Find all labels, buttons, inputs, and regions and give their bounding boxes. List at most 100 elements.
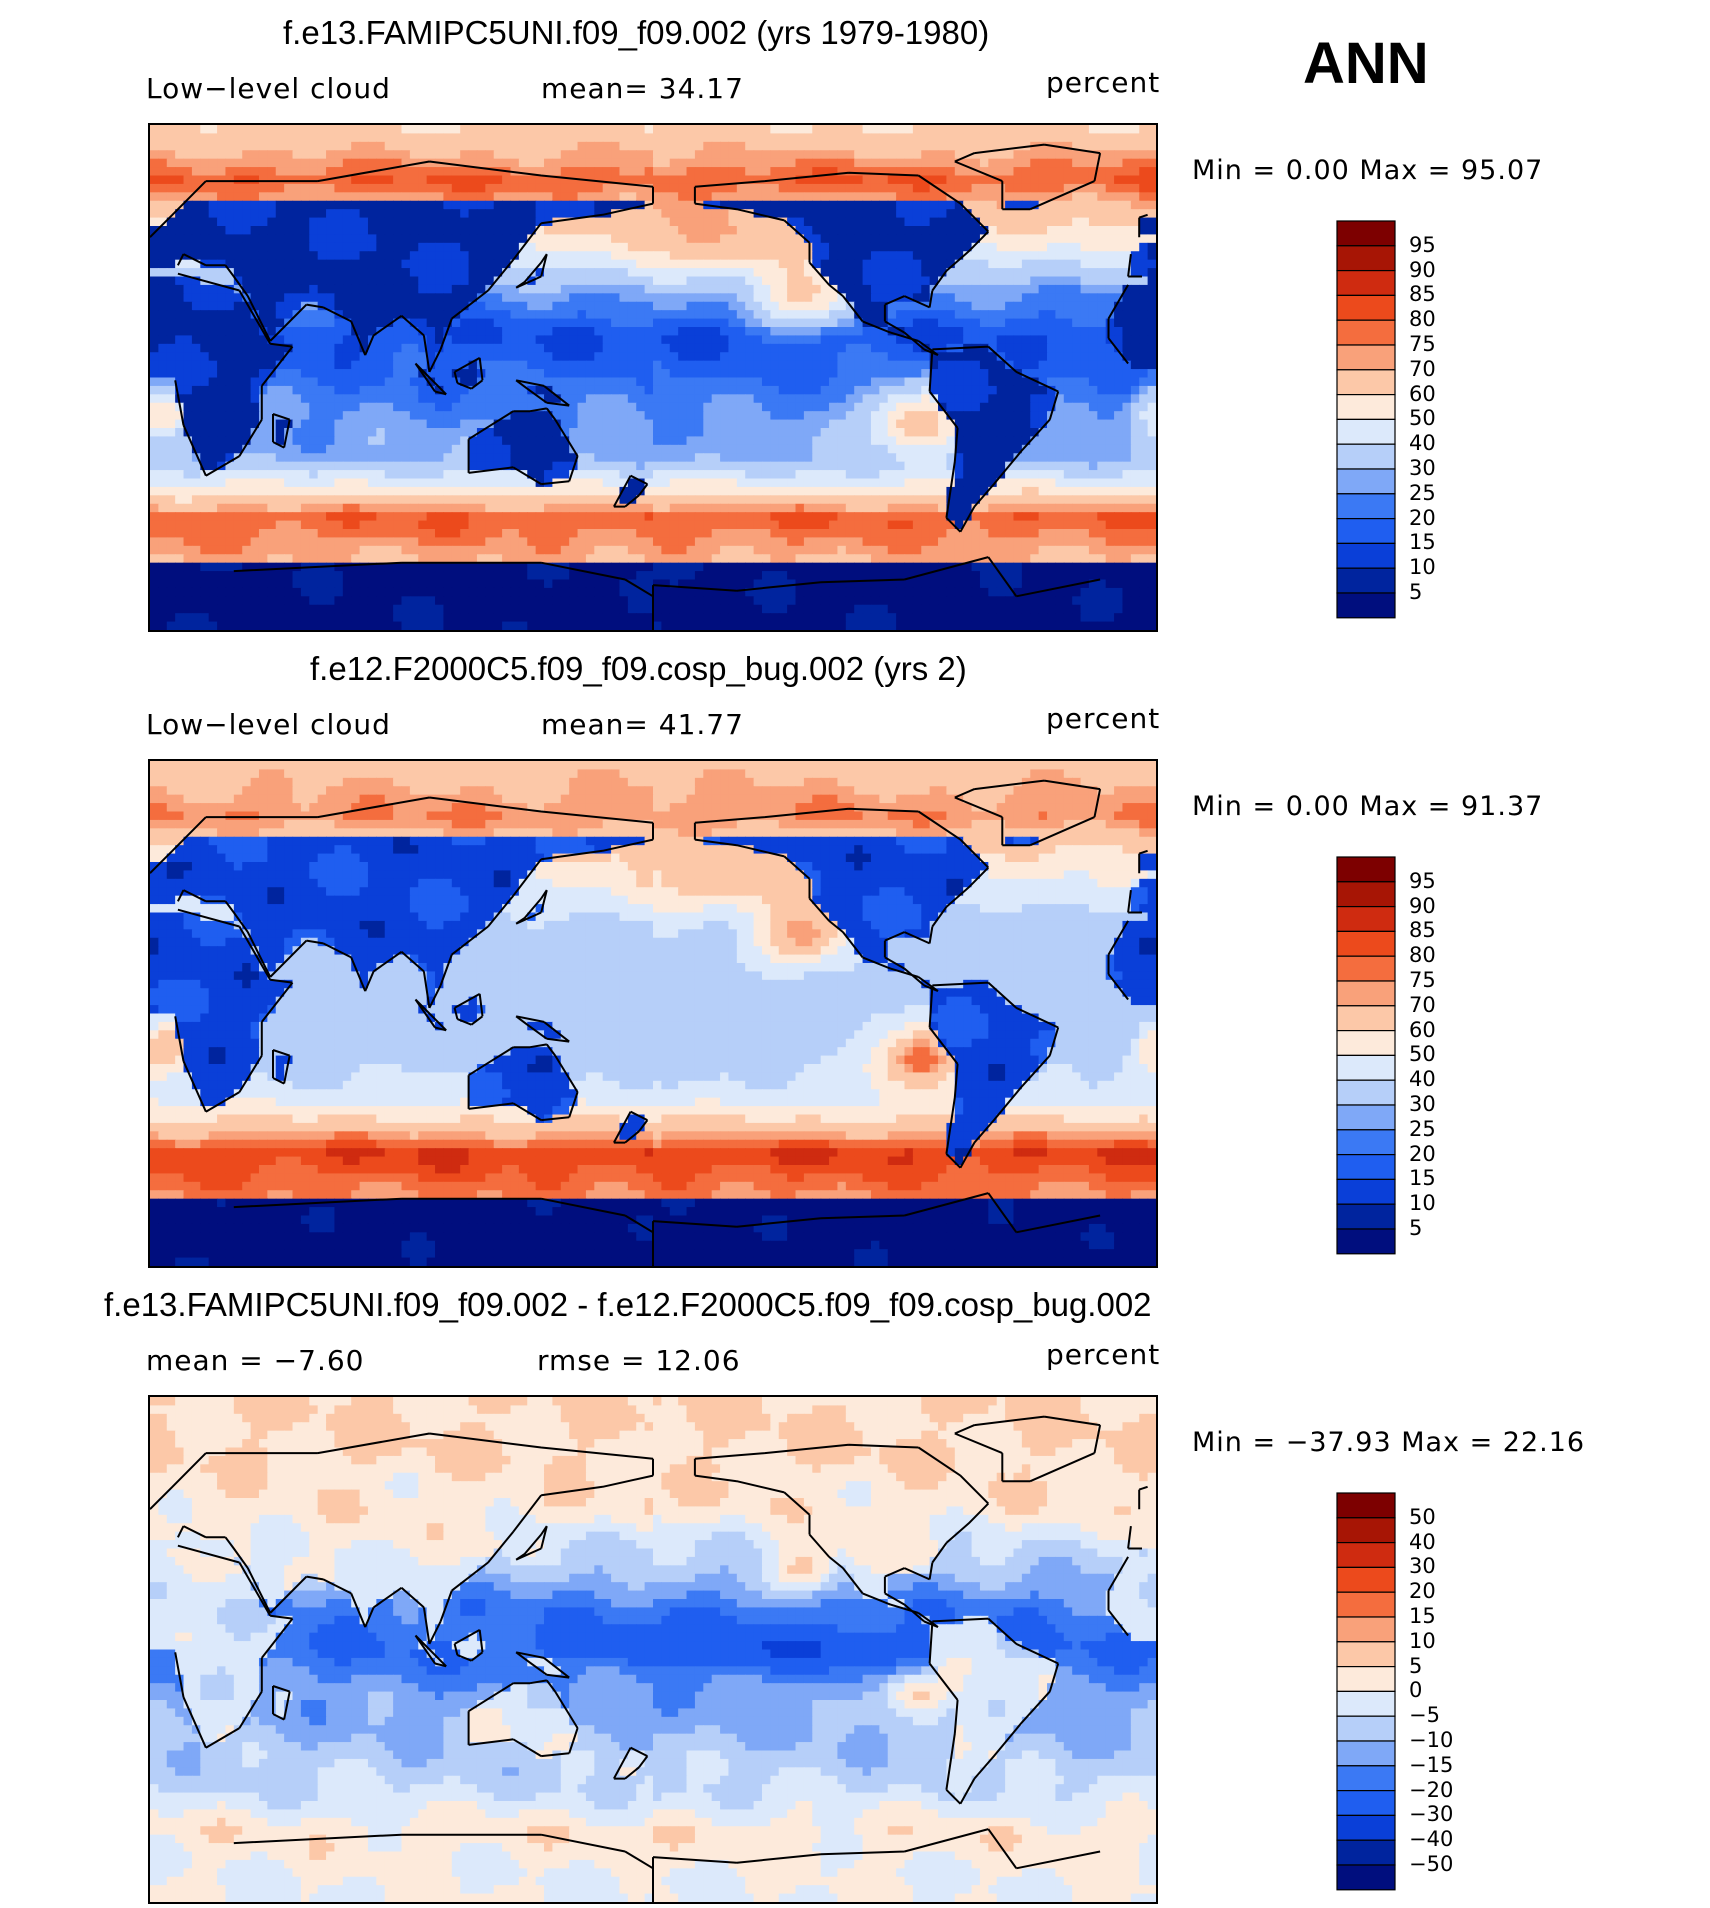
- map-cell: [938, 385, 948, 395]
- map-cell: [602, 183, 612, 193]
- map-cell: [208, 335, 218, 345]
- map-cell: [585, 276, 595, 286]
- map-cell: [250, 141, 260, 151]
- map-cell: [879, 141, 889, 151]
- map-cell: [309, 470, 319, 480]
- map-cell: [267, 428, 277, 438]
- map-cell: [242, 327, 252, 337]
- map-cell: [351, 293, 361, 303]
- map-cell: [401, 419, 411, 429]
- map-cell: [1030, 133, 1040, 143]
- map-cell: [829, 268, 839, 278]
- map-cell: [418, 209, 428, 219]
- map-cell: [300, 327, 310, 337]
- map-cell: [1005, 444, 1015, 454]
- map-cell: [870, 226, 880, 236]
- map-cell: [200, 175, 210, 185]
- map-cell: [711, 470, 721, 480]
- map-cell: [351, 141, 361, 151]
- map-cell: [661, 125, 671, 135]
- map-cell: [787, 369, 797, 379]
- map-cell: [460, 377, 470, 387]
- map-cell: [284, 470, 294, 480]
- map-cell: [560, 167, 570, 177]
- map-cell: [166, 411, 176, 421]
- map-cell: [611, 209, 621, 219]
- map-cell: [468, 327, 478, 337]
- map-cell: [393, 394, 403, 404]
- map-cell: [535, 360, 545, 370]
- map-cell: [1088, 369, 1098, 379]
- map-cell: [166, 318, 176, 328]
- map-cell: [761, 461, 771, 471]
- map-cell: [258, 150, 268, 160]
- map-cell: [611, 284, 621, 294]
- map-cell: [569, 385, 579, 395]
- map-cell: [510, 377, 520, 387]
- map-cell: [870, 327, 880, 337]
- map-cell: [191, 167, 201, 177]
- map-cell: [326, 200, 336, 210]
- map-cell: [829, 419, 839, 429]
- map-cell: [669, 461, 679, 471]
- map-cell: [493, 402, 503, 412]
- map-cell: [988, 276, 998, 286]
- map-cell: [971, 268, 981, 278]
- map-cell: [870, 436, 880, 446]
- map-cell: [954, 217, 964, 227]
- map-cell: [753, 310, 763, 320]
- map-cell: [761, 402, 771, 412]
- map-cell: [979, 428, 989, 438]
- map-cell: [577, 209, 587, 219]
- map-cell: [552, 209, 562, 219]
- map-cell: [669, 150, 679, 160]
- map-cell: [921, 318, 931, 328]
- map-cell: [552, 133, 562, 143]
- map-cell: [1005, 276, 1015, 286]
- map-cell: [544, 369, 553, 379]
- map-cell: [996, 268, 1006, 278]
- map-cell: [619, 276, 629, 286]
- map-cell: [476, 192, 486, 202]
- map-cell: [527, 335, 537, 345]
- map-cell: [351, 150, 361, 160]
- map-cell: [1097, 133, 1107, 143]
- map-cell: [1047, 377, 1056, 387]
- map-cell: [854, 352, 864, 362]
- map-cell: [644, 226, 654, 236]
- map-cell: [636, 470, 646, 480]
- map-cell: [736, 209, 746, 219]
- map-cell: [468, 385, 478, 395]
- map-cell: [720, 352, 730, 362]
- map-cell: [912, 461, 922, 471]
- map-cell: [560, 242, 570, 252]
- map-cell: [267, 385, 277, 395]
- map-cell: [904, 301, 914, 311]
- map-cell: [803, 318, 813, 328]
- map-cell: [627, 183, 637, 193]
- map-cell: [661, 318, 671, 328]
- map-cell: [611, 318, 621, 328]
- map-cell: [862, 453, 872, 463]
- map-cell: [711, 125, 721, 135]
- map-cell: [175, 217, 185, 227]
- map-cell: [418, 411, 428, 421]
- map-cell: [242, 402, 252, 412]
- map-cell: [820, 150, 830, 160]
- map-cell: [309, 150, 319, 160]
- map-cell: [225, 402, 235, 412]
- map-cell: [870, 419, 880, 429]
- map-cell: [963, 436, 973, 446]
- map-cell: [686, 200, 696, 210]
- map-cell: [1114, 360, 1124, 370]
- map-cell: [376, 268, 386, 278]
- map-cell: [728, 394, 738, 404]
- map-cell: [644, 394, 654, 404]
- map-cell: [619, 217, 629, 227]
- map-cell: [1063, 217, 1073, 227]
- map-cell: [191, 183, 201, 193]
- map-cell: [904, 183, 914, 193]
- map-cell: [627, 268, 637, 278]
- map-cell: [435, 436, 445, 446]
- map-cell: [778, 444, 788, 454]
